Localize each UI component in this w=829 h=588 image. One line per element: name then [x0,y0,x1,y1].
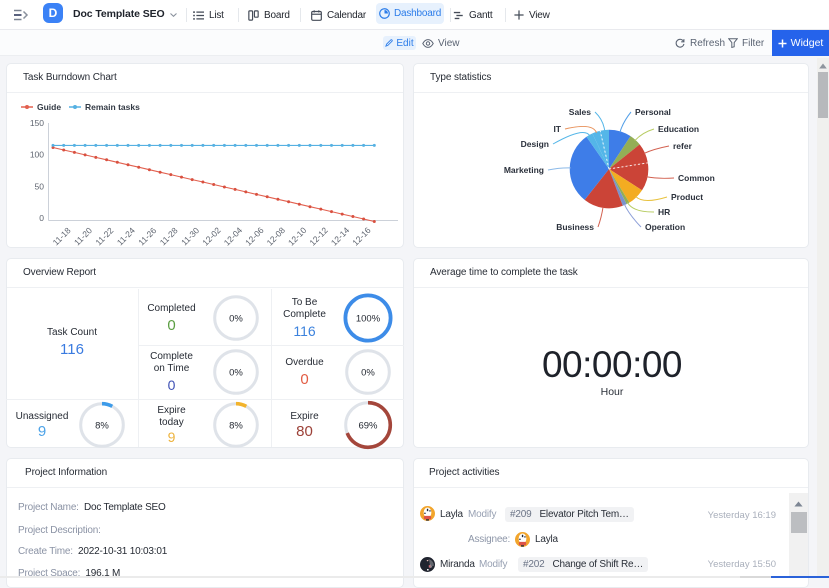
svg-text:12-08: 12-08 [265,225,288,248]
svg-text:100: 100 [30,150,44,160]
svg-text:Guide: Guide [37,102,61,112]
svg-text:Education: Education [658,124,699,134]
svg-text:11-30: 11-30 [179,225,201,247]
svg-text:12-16: 12-16 [350,225,373,248]
svg-text:8%: 8% [95,421,109,432]
svg-text:12-04: 12-04 [222,225,245,248]
svg-text:12-12: 12-12 [307,225,330,248]
svg-text:12-10: 12-10 [286,225,309,248]
svg-text:0%: 0% [229,314,243,325]
svg-text:150: 150 [30,118,44,128]
svg-text:100%: 100% [355,314,380,325]
svg-text:69%: 69% [358,421,378,432]
svg-text:12-02: 12-02 [200,225,223,248]
svg-text:Personal: Personal [635,107,671,117]
svg-text:Common: Common [678,173,715,183]
svg-text:HR: HR [658,207,670,217]
svg-text:50: 50 [35,181,45,191]
svg-text:Design: Design [521,139,549,149]
svg-text:12-14: 12-14 [329,225,352,248]
svg-text:Marketing: Marketing [504,165,544,175]
svg-text:Operation: Operation [645,222,685,232]
svg-text:0%: 0% [361,368,375,379]
svg-text:refer: refer [673,141,693,151]
svg-text:Business: Business [556,222,594,232]
svg-text:11-26: 11-26 [136,225,158,247]
svg-text:Remain tasks: Remain tasks [85,102,140,112]
svg-text:11-20: 11-20 [72,225,94,247]
svg-text:IT: IT [553,124,561,134]
svg-text:0%: 0% [229,368,243,379]
svg-text:0: 0 [39,213,44,223]
svg-text:11-28: 11-28 [158,225,180,247]
svg-text:Product: Product [671,192,703,202]
svg-text:12-06: 12-06 [243,225,266,248]
svg-text:Sales: Sales [569,107,591,117]
svg-text:8%: 8% [229,421,243,432]
svg-text:11-18: 11-18 [51,225,73,247]
svg-text:11-24: 11-24 [115,225,137,247]
svg-text:11-22: 11-22 [93,225,115,247]
